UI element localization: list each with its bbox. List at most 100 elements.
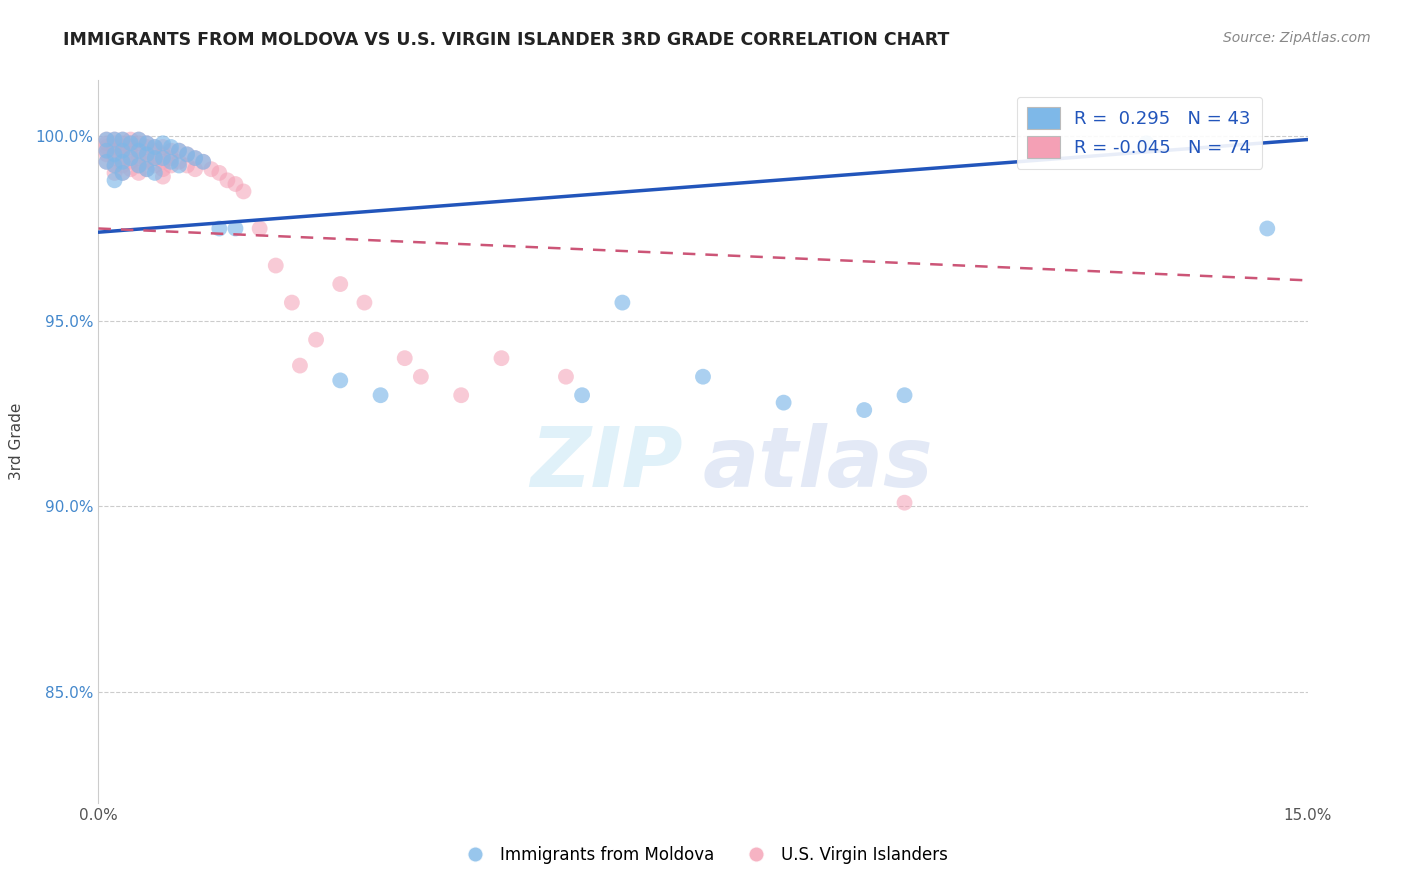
Point (96, 132, 118, 146)
Point (111, 166, 134, 180)
Legend: Immigrants from Moldova, U.S. Virgin Islanders: Immigrants from Moldova, U.S. Virgin Isl… (451, 839, 955, 871)
Point (450, 388, 472, 402)
Point (370, 388, 392, 402)
Point (152, 169, 174, 184)
Point (409, 369, 432, 384)
Text: atlas: atlas (703, 423, 934, 504)
Point (135, 154, 157, 169)
Point (772, 395, 794, 409)
Point (128, 144, 150, 158)
Point (128, 166, 150, 180)
Point (96, 154, 118, 169)
Point (135, 136, 157, 151)
Point (111, 151, 134, 165)
Point (128, 144, 150, 158)
Point (193, 154, 215, 169)
Point (208, 221, 231, 235)
Point (893, 496, 915, 510)
Point (135, 162, 157, 177)
Point (128, 136, 150, 151)
Point (152, 151, 174, 165)
Y-axis label: 3rd Grade: 3rd Grade (10, 403, 24, 480)
Point (143, 151, 166, 165)
Point (103, 151, 125, 165)
Point (96, 132, 118, 146)
Point (491, 351, 513, 366)
Point (160, 144, 183, 158)
Text: Source: ZipAtlas.com: Source: ZipAtlas.com (1223, 31, 1371, 45)
Point (329, 373, 352, 387)
Point (571, 388, 593, 402)
Legend: R =  0.295   N = 43, R = -0.045   N = 74: R = 0.295 N = 43, R = -0.045 N = 74 (1017, 96, 1263, 169)
Point (152, 162, 174, 177)
Point (217, 173, 239, 187)
Point (193, 154, 215, 169)
Point (224, 221, 246, 235)
Point (143, 151, 166, 165)
Point (135, 140, 157, 154)
Point (96, 144, 118, 158)
Point (167, 144, 190, 158)
Point (120, 147, 142, 161)
Point (135, 147, 157, 161)
Point (167, 159, 190, 173)
Point (353, 295, 375, 310)
Point (143, 140, 166, 154)
Point (111, 166, 134, 180)
Point (555, 369, 578, 384)
Point (103, 132, 125, 146)
Point (103, 147, 125, 161)
Point (176, 147, 198, 161)
Point (288, 359, 311, 373)
Point (120, 154, 142, 169)
Point (167, 144, 190, 158)
Point (103, 140, 125, 154)
Point (111, 136, 134, 151)
Point (232, 185, 254, 199)
Point (167, 154, 190, 169)
Point (152, 154, 174, 169)
Point (135, 147, 157, 161)
Point (143, 159, 166, 173)
Point (305, 333, 328, 347)
Point (111, 159, 134, 173)
Point (128, 132, 150, 146)
Point (176, 147, 198, 161)
Point (111, 144, 134, 158)
Point (329, 277, 352, 291)
Point (208, 166, 231, 180)
Point (103, 144, 125, 158)
Point (120, 136, 142, 151)
Point (103, 173, 125, 187)
Point (111, 132, 134, 146)
Point (111, 140, 134, 154)
Point (111, 132, 134, 146)
Text: ZIP: ZIP (530, 423, 682, 504)
Point (103, 132, 125, 146)
Point (103, 159, 125, 173)
Point (184, 151, 207, 165)
Point (264, 259, 287, 273)
Point (160, 151, 183, 165)
Point (120, 162, 142, 177)
Point (160, 159, 183, 173)
Point (249, 221, 271, 235)
Point (1256, 221, 1278, 235)
Point (224, 177, 246, 191)
Point (152, 147, 174, 161)
Point (135, 162, 157, 177)
Point (200, 162, 222, 177)
Point (152, 140, 174, 154)
Point (143, 140, 166, 154)
Point (103, 166, 125, 180)
Point (96, 140, 118, 154)
Point (143, 166, 166, 180)
Point (111, 144, 134, 158)
Point (96, 147, 118, 161)
Point (394, 351, 416, 366)
Point (128, 151, 150, 165)
Point (120, 151, 142, 165)
Point (103, 159, 125, 173)
Point (120, 140, 142, 154)
Point (120, 136, 142, 151)
